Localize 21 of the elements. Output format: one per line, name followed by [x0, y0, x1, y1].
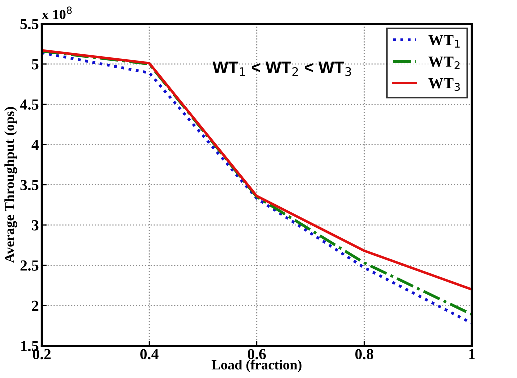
y-tick-label: 5.5 [20, 19, 39, 30]
y-tick-label: 1.5 [21, 341, 39, 352]
y-axis-title: Average Throughput (ops) [4, 107, 18, 264]
y-tick-label: 3.5 [20, 180, 39, 191]
y-tick-label: 2.5 [20, 260, 39, 272]
x-tick-label: 0.4 [140, 349, 159, 360]
x-tick-label: 0.6 [248, 349, 266, 360]
y-tick-label: 2 [32, 300, 39, 312]
x-tick-label: 1 [469, 349, 476, 360]
x-tick-label: 0.8 [356, 349, 374, 360]
y-tick-label: 5 [32, 60, 39, 70]
y-tick-label: 3 [32, 220, 39, 231]
y-tick-label: 4.5 [20, 100, 39, 110]
y-tick-label: 4 [32, 140, 39, 150]
x-axis-title: Load (fraction) [212, 360, 302, 373]
annotation: WT$_{1}$ < WT$_{2}$ < WT$_{3}$ [212, 62, 352, 76]
legend-label: WT$_{3}$ [428, 78, 460, 92]
text: x 10$^{8}$ [42, 6, 72, 20]
legend-label: WT$_{1}$ [428, 35, 460, 48]
x-tick-label: 0.2 [33, 349, 51, 360]
legend-label: WT$_{2}$ [428, 56, 460, 70]
